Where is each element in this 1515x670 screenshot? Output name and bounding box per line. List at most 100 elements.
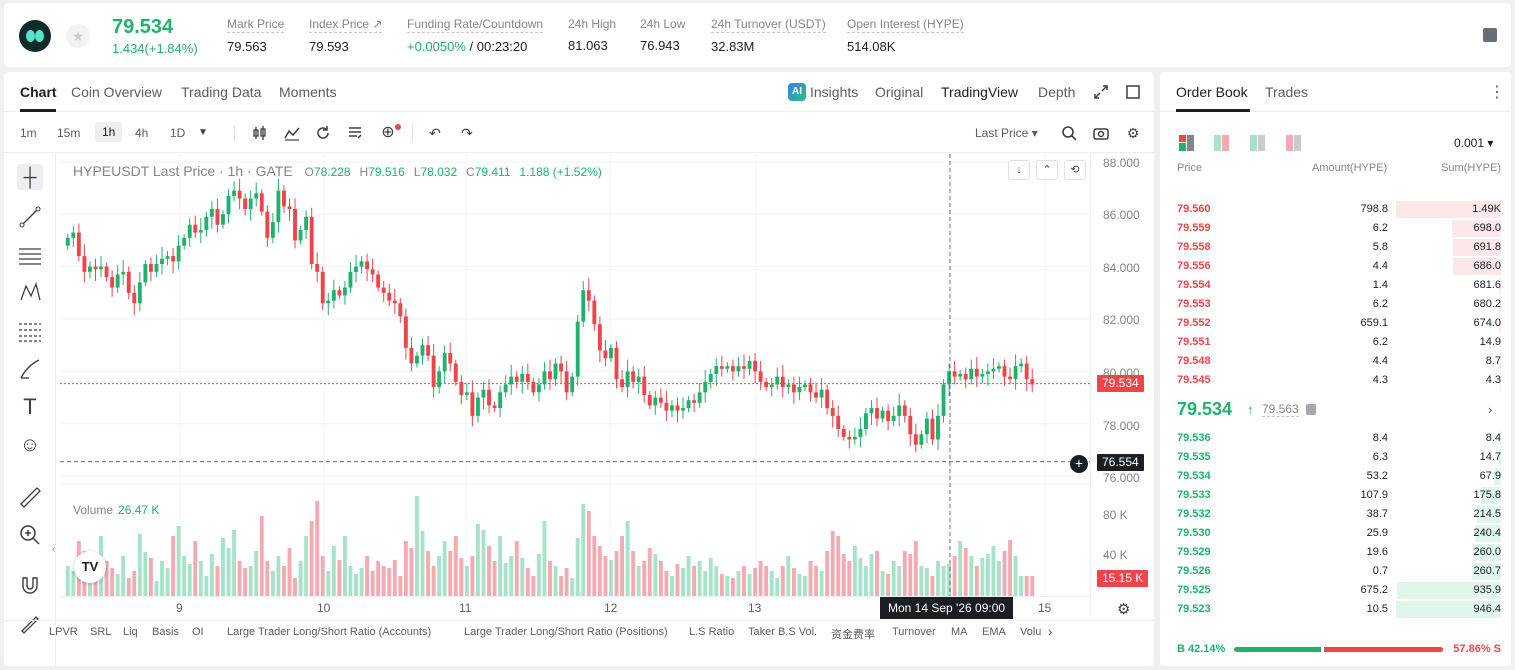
refresh-icon[interactable] xyxy=(314,124,332,142)
stat-label[interactable]: Index Price ↗ xyxy=(309,17,383,33)
indicator-large-trader-positions[interactable]: Large Trader Long/Short Ratio (Positions… xyxy=(464,626,668,638)
bid-row[interactable]: 79.532 38.7 214.5 xyxy=(1160,505,1511,524)
timeframe-4h[interactable]: 4h xyxy=(135,126,149,140)
indicator-taker-vol[interactable]: Taker B.S Vol. xyxy=(748,626,818,638)
tab-depth[interactable]: Depth xyxy=(1038,84,1076,100)
scroll-down-icon[interactable]: ↓ xyxy=(1008,160,1030,180)
collapse-icon[interactable]: ⌃ xyxy=(1036,160,1058,180)
emoji-icon[interactable]: ☺ xyxy=(19,434,41,456)
bid-row[interactable]: 79.535 6.3 14.7 xyxy=(1160,448,1511,467)
ask-row[interactable]: 79.548 4.4 8.7 xyxy=(1160,352,1511,371)
layout-split-icon[interactable] xyxy=(1214,135,1230,151)
indicator-oi[interactable]: OI xyxy=(192,626,204,638)
tab-coin-overview[interactable]: Coin Overview xyxy=(71,84,163,100)
indicators-icon[interactable] xyxy=(283,124,301,142)
pattern-icon[interactable] xyxy=(17,280,43,306)
bid-row[interactable]: 79.525 675.2 935.9 xyxy=(1160,581,1511,600)
ask-row[interactable]: 79.556 4.4 686.0 xyxy=(1160,257,1511,276)
ruler-icon[interactable] xyxy=(17,484,43,510)
zoom-in-icon[interactable] xyxy=(17,522,43,548)
trend-line-icon[interactable] xyxy=(17,204,43,230)
chevron-right-icon[interactable]: › xyxy=(1048,624,1053,639)
more-icon[interactable]: ⋮ xyxy=(1489,84,1505,101)
candle-type-icon[interactable] xyxy=(251,124,269,142)
axis-settings-icon[interactable]: ⚙ xyxy=(1117,601,1131,618)
tab-order-book[interactable]: Order Book xyxy=(1176,84,1248,100)
time-axis[interactable]: 9 10 11 12 13 15 xyxy=(60,596,1090,620)
bid-row[interactable]: 79.533 107.9 175.8 xyxy=(1160,486,1511,505)
indicator-basis[interactable]: Basis xyxy=(152,626,179,638)
ask-row[interactable]: 79.554 1.4 681.6 xyxy=(1160,276,1511,295)
add-alert-icon[interactable]: + xyxy=(1070,455,1088,473)
indicator-volume[interactable]: Volu xyxy=(1020,626,1042,638)
search-icon[interactable] xyxy=(1060,124,1078,142)
bid-row[interactable]: 79.534 53.2 67.9 xyxy=(1160,467,1511,486)
window-icon[interactable] xyxy=(1126,85,1140,99)
ask-row[interactable]: 79.545 4.3 4.3 xyxy=(1160,371,1511,390)
fib-icon[interactable] xyxy=(17,318,43,344)
tab-tradingview[interactable]: TradingView xyxy=(941,84,1019,100)
indicator-liq[interactable]: Liq xyxy=(123,626,138,638)
stat-label[interactable]: Mark Price xyxy=(227,17,285,33)
bid-row[interactable]: 79.536 8.4 8.4 xyxy=(1160,429,1511,448)
candle-body xyxy=(902,405,907,416)
star-icon[interactable]: ★ xyxy=(66,24,90,48)
timeframe-1h[interactable]: 1h xyxy=(95,122,123,142)
timeframe-1m[interactable]: 1m xyxy=(20,126,37,140)
pencil-lock-icon[interactable] xyxy=(17,610,43,636)
indicator-srl[interactable]: SRL xyxy=(90,626,112,638)
chevron-down-icon[interactable]: ▼ xyxy=(198,127,208,138)
tab-insights[interactable]: Insights xyxy=(810,84,859,100)
chevron-right-icon[interactable]: › xyxy=(1488,402,1493,417)
indicator-funding-rate[interactable]: 资金费率 xyxy=(831,629,875,641)
candlestick-chart[interactable] xyxy=(60,154,1090,666)
crosshair-icon[interactable]: ┼ xyxy=(17,164,43,190)
template-icon[interactable] xyxy=(346,124,364,142)
timeframe-1d[interactable]: 1D xyxy=(170,126,186,140)
precision-select[interactable]: 0.001 ▾ xyxy=(1454,136,1494,150)
reset-view-icon[interactable]: ⟲ xyxy=(1064,160,1086,180)
text-icon[interactable]: T xyxy=(23,394,37,419)
bid-row[interactable]: 79.529 19.6 260.0 xyxy=(1160,543,1511,562)
add-indicator-icon[interactable]: ⊕ xyxy=(381,124,395,141)
ask-row[interactable]: 79.560 798.8 1.49K xyxy=(1160,200,1511,219)
redo-icon[interactable]: ↷ xyxy=(461,125,473,141)
expand-icon[interactable] xyxy=(1094,85,1108,99)
timeframe-15m[interactable]: 15m xyxy=(57,126,81,140)
collapse-arrow-icon[interactable]: ‹ xyxy=(52,544,56,555)
stat-label[interactable]: Funding Rate/Countdown xyxy=(407,17,544,33)
gear-icon[interactable]: ⚙ xyxy=(1126,125,1140,141)
brush-icon[interactable] xyxy=(17,356,43,382)
magnet-icon[interactable] xyxy=(17,572,43,598)
tab-trades[interactable]: Trades xyxy=(1265,84,1309,100)
bid-row[interactable]: 79.530 25.9 240.4 xyxy=(1160,524,1511,543)
layout-both-icon[interactable] xyxy=(1179,135,1195,151)
horizontal-lines-icon[interactable] xyxy=(17,242,43,268)
ask-row[interactable]: 79.558 5.8 691.8 xyxy=(1160,238,1511,257)
indicator-lpvr[interactable]: LPVR xyxy=(49,626,78,638)
stat-label[interactable]: Open Interest (HYPE) xyxy=(847,17,964,33)
layout-asks-icon[interactable] xyxy=(1286,135,1302,151)
undo-icon[interactable]: ↶ xyxy=(429,125,441,141)
bid-row[interactable]: 79.526 0.7 260.7 xyxy=(1160,562,1511,581)
price-source-select[interactable]: Last Price ▾ xyxy=(975,126,1038,140)
ask-row[interactable]: 79.559 6.2 698.0 xyxy=(1160,219,1511,238)
layout-bids-icon[interactable] xyxy=(1250,135,1266,151)
indicator-large-trader-accounts[interactable]: Large Trader Long/Short Ratio (Accounts) xyxy=(227,626,432,638)
ask-row[interactable]: 79.552 659.1 674.0 xyxy=(1160,314,1511,333)
indicator-ema[interactable]: EMA xyxy=(982,626,1006,638)
indicator-ma[interactable]: MA xyxy=(951,626,968,638)
ask-row[interactable]: 79.553 6.2 680.2 xyxy=(1160,295,1511,314)
tab-moments[interactable]: Moments xyxy=(279,84,337,100)
indicator-ls-ratio[interactable]: L.S Ratio xyxy=(689,626,735,638)
stat-label[interactable]: 24h Turnover (USDT) xyxy=(711,17,826,33)
tab-trading-data[interactable]: Trading Data xyxy=(181,84,262,100)
book-icon[interactable] xyxy=(1483,28,1497,42)
ask-row[interactable]: 79.551 6.2 14.9 xyxy=(1160,333,1511,352)
price-axis[interactable]: 88.000 86.000 84.000 82.000 80.000 78.00… xyxy=(1090,154,1154,614)
camera-icon[interactable] xyxy=(1092,124,1110,142)
indicator-turnover[interactable]: Turnover xyxy=(892,626,936,638)
bid-row[interactable]: 79.523 10.5 946.4 xyxy=(1160,600,1511,619)
tab-chart[interactable]: Chart xyxy=(20,84,57,100)
tab-original[interactable]: Original xyxy=(875,84,924,100)
